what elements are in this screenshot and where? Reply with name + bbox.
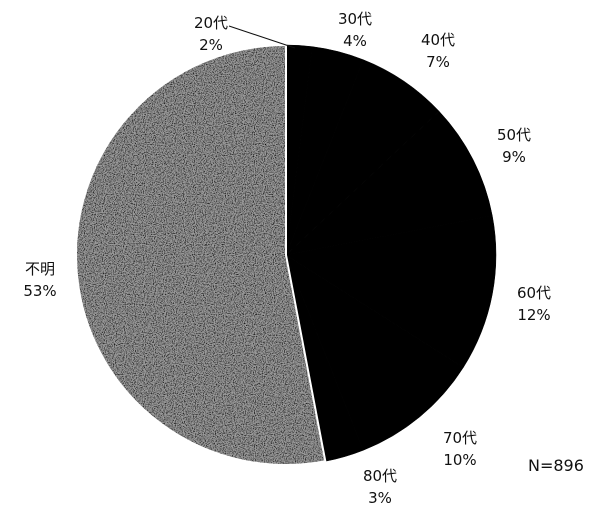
slice-3-percent-label: 7% bbox=[426, 53, 450, 71]
slice-unknown-texture bbox=[75, 45, 326, 465]
sample-size-note: N=896 bbox=[528, 456, 584, 475]
slice-4-percent-label: 9% bbox=[502, 148, 526, 166]
slice-7-percent-label: 3% bbox=[368, 489, 392, 507]
slice-2-category-label: 30代 bbox=[338, 10, 372, 28]
slice-unknown-edge bbox=[75, 43, 327, 466]
slice-1-leader-line bbox=[228, 25, 296, 49]
slice-4 bbox=[285, 110, 493, 256]
slice-labels: 20代 2% 30代 4% 40代 7% 50代 9% 60代 12% 70代 10% 80代 3% 不明 5… bbox=[23, 10, 551, 507]
slice-8-unknown bbox=[75, 43, 327, 466]
slice-6-category-label: 70代 bbox=[443, 429, 477, 447]
slice-1-percent-label: 2% bbox=[199, 36, 223, 54]
slice-5 bbox=[285, 215, 497, 368]
slice-4-category-label: 50代 bbox=[497, 126, 531, 144]
pie-slices bbox=[75, 43, 497, 466]
slice-8-category-label: 不明 bbox=[25, 260, 55, 278]
slice-6 bbox=[285, 254, 464, 451]
slice-2-percent-label: 4% bbox=[343, 32, 367, 50]
slice-7-category-label: 80代 bbox=[363, 467, 397, 485]
slice-5-category-label: 60代 bbox=[517, 284, 551, 302]
slice-6-percent-label: 10% bbox=[443, 451, 476, 469]
slice-5-percent-label: 12% bbox=[517, 306, 550, 324]
slice-8-percent-label: 53% bbox=[23, 282, 56, 300]
slice-1-category-label: 20代 bbox=[194, 14, 228, 32]
slice-3-category-label: 40代 bbox=[421, 31, 455, 49]
leader-lines bbox=[228, 25, 296, 49]
